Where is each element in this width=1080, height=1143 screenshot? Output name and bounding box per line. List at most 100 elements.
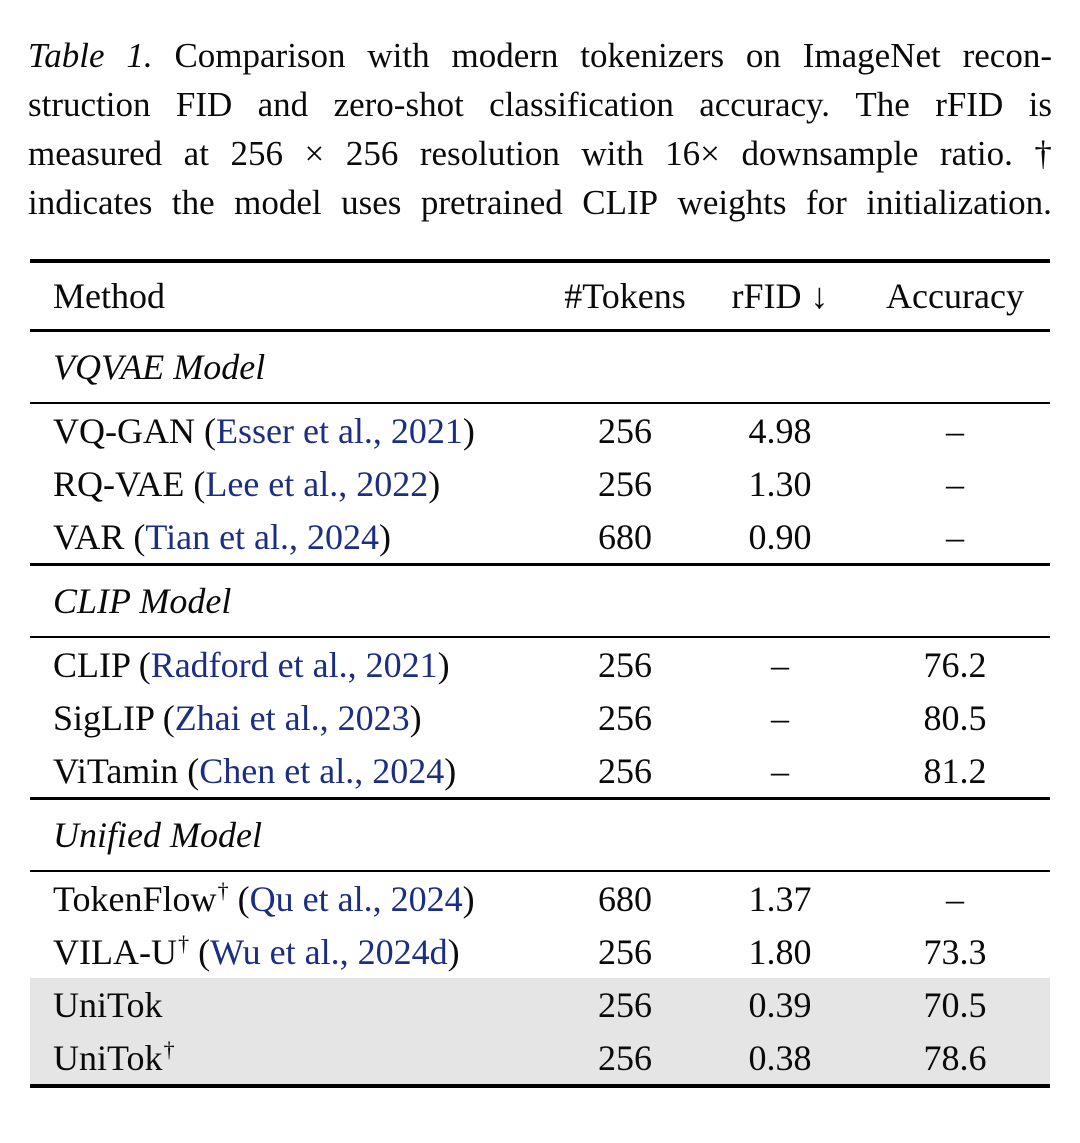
- accuracy-cell: 80.5: [923, 697, 987, 738]
- citation-link[interactable]: Esser et al., 2021: [215, 410, 463, 451]
- caption-word: modern: [451, 36, 559, 75]
- table-row: VQ-GAN (Esser et al., 2021) 256 4.98 –: [30, 404, 1050, 457]
- rfid-cell: 1.37: [748, 878, 812, 919]
- accuracy-cell: 81.2: [923, 750, 987, 791]
- rfid-cell: –: [771, 644, 789, 685]
- accuracy-cell: –: [946, 516, 964, 557]
- citation-link[interactable]: Tian et al., 2024: [145, 516, 380, 557]
- table-row: ViTamin (Chen et al., 2024) 256 – 81.2: [30, 744, 1050, 797]
- caption-word: and: [257, 85, 309, 124]
- caption-word: model: [234, 183, 322, 222]
- table-row: VILA-U† (Wu et al., 2024d) 256 1.80 73.3: [30, 925, 1050, 978]
- caption-word: pretrained: [420, 183, 563, 222]
- table-rule: [30, 869, 1050, 872]
- method-cell: VAR (Tian et al., 2024): [53, 516, 392, 557]
- section-row: Unified Model: [30, 800, 1050, 870]
- section-row: CLIP Model: [30, 566, 1050, 636]
- table-row: VAR (Tian et al., 2024) 680 0.90 –: [30, 510, 1050, 563]
- caption-word: indicates: [28, 183, 153, 222]
- accuracy-cell: –: [946, 410, 964, 451]
- comparison-table: Method #Tokens rFID ↓ Accuracy VQVAE Mod…: [30, 259, 1050, 1088]
- citation-link[interactable]: Wu et al., 2024d: [210, 931, 448, 972]
- caption-word: FID: [175, 85, 233, 124]
- caption-word: zero-shot: [333, 85, 464, 124]
- tokens-cell: 256: [598, 984, 652, 1025]
- caption-line: struction FID and zero-shot classification ac…: [28, 85, 1052, 134]
- header-rfid: rFID ↓: [731, 276, 829, 316]
- method-name: SigLIP: [53, 697, 154, 738]
- paper-page: Table 1. Comparison with modern tokenizers on I…: [28, 36, 1052, 1088]
- caption-word: 256: [345, 134, 399, 173]
- table-row: TokenFlow† (Qu et al., 2024) 680 1.37 –: [30, 872, 1050, 925]
- tokens-cell: 256: [598, 410, 652, 451]
- caption-label-word: 1.: [126, 36, 153, 75]
- table-rule: [30, 563, 1050, 566]
- citation-link[interactable]: Radford et al., 2021: [150, 644, 438, 685]
- caption-word: uses: [341, 183, 402, 222]
- tokens-cell: 680: [598, 516, 652, 557]
- table-rule: [30, 401, 1050, 404]
- citation-link[interactable]: Lee et al., 2022: [205, 463, 429, 504]
- caption-word: at: [183, 134, 209, 173]
- caption-word: CLIP: [582, 183, 659, 222]
- caption-word: tokenizers: [580, 36, 725, 75]
- accuracy-cell: –: [946, 463, 964, 504]
- caption-word: ratio.: [939, 134, 1013, 173]
- caption-word: struction: [28, 85, 151, 124]
- method-name: TokenFlow: [53, 878, 217, 919]
- section-label: CLIP Model: [53, 580, 232, 621]
- dagger-mark: †: [163, 1036, 175, 1062]
- method-cell: TokenFlow† (Qu et al., 2024): [53, 877, 475, 919]
- rfid-cell: 0.38: [748, 1037, 812, 1078]
- accuracy-cell: –: [946, 878, 964, 919]
- method-name: VAR: [53, 516, 125, 557]
- rfid-cell: 1.80: [748, 931, 812, 972]
- accuracy-cell: 78.6: [923, 1037, 987, 1078]
- caption-word: with: [581, 134, 644, 173]
- method-cell: UniTok: [30, 987, 550, 1023]
- citation-link[interactable]: Zhai et al., 2023: [174, 697, 410, 738]
- section-row: VQVAE Model: [30, 332, 1050, 402]
- method-name: RQ-VAE: [53, 463, 185, 504]
- citation-link[interactable]: Qu et al., 2024: [249, 878, 463, 919]
- caption-word: downsample: [741, 134, 919, 173]
- caption-word: the: [171, 183, 215, 222]
- caption-word: Comparison: [174, 36, 346, 75]
- table-row: UniTok 256 0.39 70.5: [30, 978, 1050, 1031]
- tokens-cell: 256: [598, 463, 652, 504]
- tokens-cell: 256: [598, 644, 652, 685]
- tokens-cell: 680: [598, 878, 652, 919]
- caption-word: classification: [489, 85, 674, 124]
- method-name: ViTamin: [53, 750, 179, 791]
- caption-word: is: [1028, 85, 1052, 124]
- table-row: UniTok† 256 0.38 78.6: [30, 1031, 1050, 1084]
- tokens-cell: 256: [598, 697, 652, 738]
- citation-link[interactable]: Chen et al., 2024: [199, 750, 445, 791]
- caption-word: 16×: [665, 134, 720, 173]
- caption-word: The: [855, 85, 910, 124]
- caption-line: indicates the model uses pretrained CLIP weigh…: [28, 183, 1052, 232]
- caption-word: with: [367, 36, 430, 75]
- accuracy-cell: 70.5: [923, 984, 987, 1025]
- rfid-cell: 1.30: [748, 463, 812, 504]
- method-cell: SigLIP (Zhai et al., 2023): [53, 697, 422, 738]
- table-rule: [30, 635, 1050, 638]
- header-method: Method: [53, 276, 165, 316]
- dagger-mark: †: [177, 930, 190, 956]
- table-row: RQ-VAE (Lee et al., 2022) 256 1.30 –: [30, 457, 1050, 510]
- caption-word: rFID: [935, 85, 1004, 124]
- method-name: UniTok: [53, 984, 163, 1025]
- caption-word: 256: [230, 134, 283, 173]
- method-cell: ViTamin (Chen et al., 2024): [53, 750, 457, 791]
- table-header-row: Method #Tokens rFID ↓ Accuracy: [30, 263, 1050, 329]
- dagger-mark: †: [217, 877, 229, 903]
- section-label: Unified Model: [53, 814, 262, 855]
- caption-word: recon-: [962, 36, 1052, 75]
- header-accuracy: Accuracy: [886, 276, 1024, 316]
- table-row: SigLIP (Zhai et al., 2023) 256 – 80.5: [30, 691, 1050, 744]
- caption-label-word: Table: [28, 36, 105, 75]
- method-name: UniTok: [53, 1037, 163, 1078]
- table-rule: [30, 329, 1050, 332]
- tokens-cell: 256: [598, 750, 652, 791]
- caption-word: on: [745, 36, 781, 75]
